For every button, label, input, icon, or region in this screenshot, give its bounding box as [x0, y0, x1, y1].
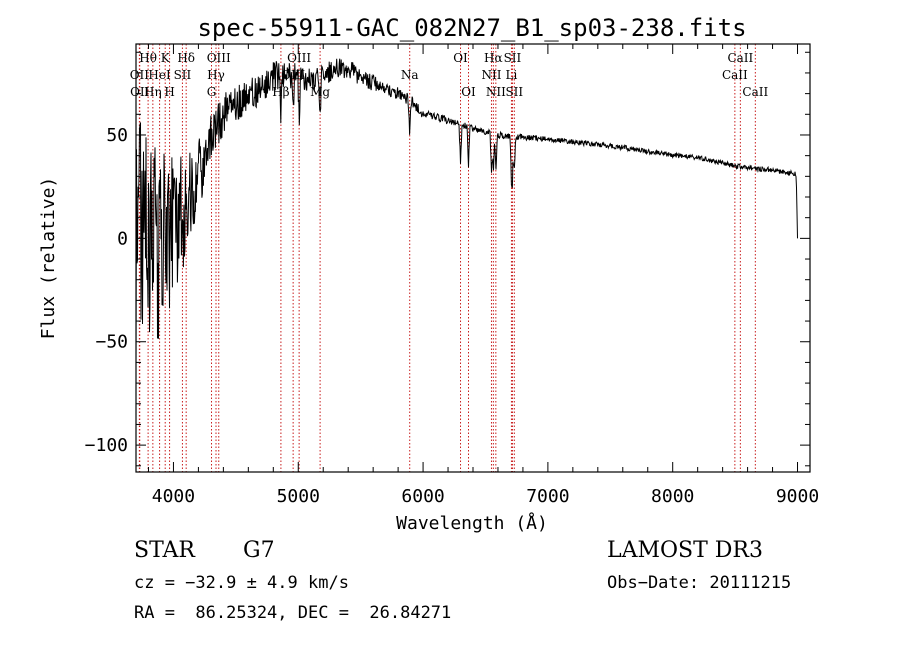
- spectral-line-label: HeI: [148, 68, 171, 82]
- spectral-line-label: SII: [504, 51, 522, 65]
- spectral-line-label: SII: [505, 85, 523, 99]
- spectral-line-label: Hβ: [272, 85, 289, 99]
- x-tick-label: 9000: [776, 486, 819, 507]
- y-tick-label: 50: [106, 125, 128, 146]
- x-tick-label: 6000: [401, 486, 444, 507]
- spectral-line-label: G: [207, 85, 217, 99]
- spectral-line-label: OII: [130, 68, 150, 82]
- spectral-line-label: Na: [401, 68, 419, 82]
- spectral-line-label: OI: [461, 85, 476, 99]
- spectral-line-label: Mg: [310, 85, 330, 99]
- object-subclass: G7: [243, 538, 275, 563]
- spectral-line-label: CaII: [727, 51, 753, 65]
- chart-title: spec-55911-GAC_082N27_B1_sp03-238.fits: [197, 14, 746, 42]
- spectral-line-label: Hθ: [139, 51, 157, 65]
- spectral-line-label: OII: [130, 85, 150, 99]
- y-tick-label: 0: [117, 228, 128, 249]
- spectral-line-label: SII: [174, 68, 192, 82]
- spectral-line-label: CaII: [742, 85, 768, 99]
- redshift-cz: cz = −32.9 ± 4.9 km/s: [134, 573, 349, 593]
- obs-date: Obs−Date: 20111215: [607, 573, 792, 593]
- x-tick-labels: 4000 5000 6000 7000 8000 9000: [152, 486, 819, 507]
- spectrum-line: [135, 58, 798, 360]
- spectral-line-label: Hα: [484, 51, 503, 65]
- spectral-line-label: Li: [506, 68, 518, 82]
- spectral-line-label: OI: [453, 51, 468, 65]
- x-tick-label: 7000: [526, 486, 569, 507]
- x-tick-label: 5000: [277, 486, 320, 507]
- spectral-line-label: OIII: [207, 51, 231, 65]
- y-axis-label: Flux (relative): [38, 177, 59, 340]
- y-tick-label: −100: [85, 435, 128, 456]
- axis-ticks: [136, 44, 810, 472]
- ra-dec: RA = 86.25324, DEC = 26.84271: [134, 603, 452, 623]
- spectral-line-label: Hγ: [207, 68, 225, 82]
- x-tick-label: 8000: [651, 486, 694, 507]
- spectral-line-label: NII: [481, 68, 501, 82]
- object-class: STAR: [134, 538, 195, 563]
- plot-frame: [135, 43, 811, 473]
- x-axis-label: Wavelength (Å): [396, 512, 548, 534]
- survey-name: LAMOST DR3: [607, 538, 763, 563]
- spectral-line-label: NII: [486, 85, 506, 99]
- spectral-line-label: Hδ: [177, 51, 195, 65]
- spectral-line-label: K: [161, 51, 171, 65]
- spectral-line-label: OIII: [287, 51, 311, 65]
- spectral-line-label: CaII: [722, 68, 748, 82]
- spectral-line-label: Hη: [144, 85, 162, 99]
- spectral-line-label: H: [164, 85, 174, 99]
- y-tick-label: −50: [95, 332, 128, 353]
- x-tick-label: 4000: [152, 486, 195, 507]
- y-tick-labels: −100 −50 0 50: [85, 125, 128, 456]
